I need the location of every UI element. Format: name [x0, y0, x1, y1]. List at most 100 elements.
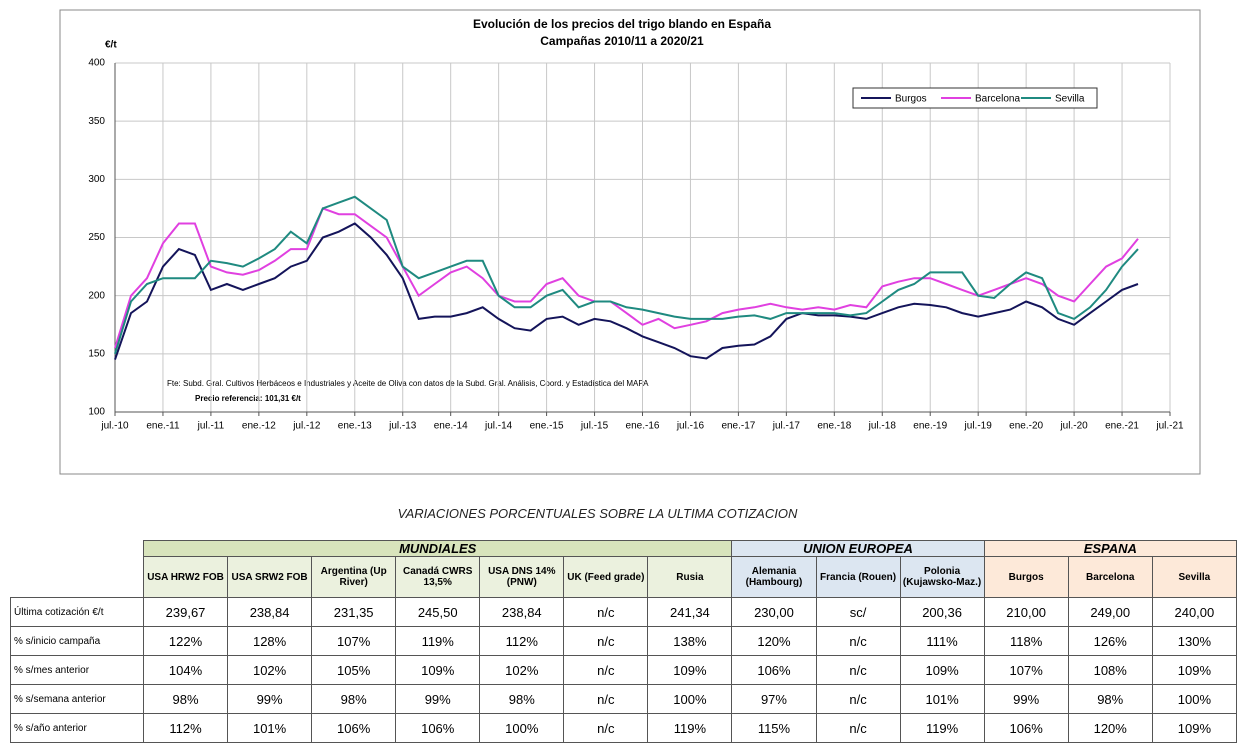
table-cell: 200,36: [899, 597, 985, 627]
table-cell: 231,35: [311, 597, 397, 627]
empty-cell: [11, 557, 144, 598]
table-cell: 109%: [899, 655, 985, 685]
table-cell: 210,00: [983, 597, 1069, 627]
y-tick-label: 100: [88, 407, 105, 418]
x-tick-label: jul.-13: [388, 421, 417, 432]
x-tick-label: ene.-11: [146, 421, 180, 432]
y-tick-label: 350: [88, 116, 105, 127]
x-tick-label: ene.-14: [434, 421, 468, 432]
table-cell: 102%: [227, 655, 313, 685]
table-cell: 101%: [899, 684, 985, 714]
table-cell: 107%: [311, 626, 397, 656]
row-label: % s/inicio campaña: [10, 626, 144, 656]
legend-label: Sevilla: [1055, 94, 1085, 105]
table-cell: 98%: [142, 684, 229, 714]
table-cell: 238,84: [227, 597, 313, 627]
price-table: MUNDIALES UNION EUROPEA ESPANA USA HRW2 FOB…: [10, 540, 1238, 743]
legend-box: [852, 87, 1098, 109]
y-tick-label: 250: [88, 232, 105, 243]
table-cell: 130%: [1151, 626, 1238, 656]
table-cell: 105%: [311, 655, 397, 685]
table-cell: 128%: [227, 626, 313, 656]
x-tick-label: jul.-10: [100, 421, 129, 432]
table-cell: 240,00: [1151, 597, 1238, 627]
table-cell: 107%: [983, 655, 1069, 685]
table-cell: 106%: [311, 713, 397, 743]
column-header: Argentina (Up River): [311, 556, 397, 598]
source-note: Fte: Subd. Gral. Cultivos Herbáceos e In…: [167, 379, 649, 388]
column-header: Francia (Rouen): [815, 556, 901, 598]
table-cell: 108%: [1067, 655, 1153, 685]
y-tick-label: 200: [88, 290, 105, 301]
column-header: USA DNS 14% (PNW): [479, 556, 565, 598]
table-caption: VARIACIONES PORCENTUALES SOBRE LA ULTIMA…: [397, 506, 798, 521]
table-cell: n/c: [563, 684, 649, 714]
table-cell: 98%: [1067, 684, 1153, 714]
table-cell: 138%: [647, 626, 733, 656]
x-tick-label: jul.-17: [772, 421, 801, 432]
table-cell: 100%: [479, 713, 565, 743]
x-tick-label: ene.-20: [1009, 421, 1043, 432]
table-row: % s/mes anterior 104% 102% 105% 109% 102% n/c 1…: [10, 655, 1238, 685]
y-tick-label: 150: [88, 348, 105, 359]
reference-price: Precio referencia: 101,31 €/t: [195, 394, 301, 403]
column-header: Barcelona: [1067, 556, 1153, 598]
table-cell: 119%: [899, 713, 985, 743]
table-cell: 100%: [1151, 684, 1238, 714]
x-tick-label: ene.-16: [626, 421, 660, 432]
y-axis-label: €/t: [105, 40, 117, 51]
chart-subtitle: Campañas 2010/11 a 2020/21: [540, 34, 704, 48]
x-tick-label: ene.-19: [913, 421, 947, 432]
x-tick-label: jul.-18: [868, 421, 897, 432]
y-tick-label: 400: [88, 58, 105, 69]
table-cell: 126%: [1067, 626, 1153, 656]
table-cell: 98%: [311, 684, 397, 714]
table-cell: 106%: [731, 655, 817, 685]
legend-label: Barcelona: [975, 94, 1020, 105]
table-row: % s/inicio campaña 122% 128% 107% 119% 112% n/…: [10, 626, 1238, 656]
table-row: % s/año anterior 112% 101% 106% 106% 100% n/c 1…: [10, 713, 1238, 743]
x-tick-label: ene.-15: [530, 421, 564, 432]
table-cell: 238,84: [479, 597, 565, 627]
table-cell: 118%: [983, 626, 1069, 656]
group-header: MUNDIALES: [142, 540, 733, 557]
series-line: [114, 195, 1139, 355]
table-cell: 120%: [1067, 713, 1153, 743]
table-cell: 230,00: [731, 597, 817, 627]
table-cell: 109%: [1151, 713, 1238, 743]
table-row: % s/semana anterior 98% 99% 98% 99% 98% n/c 100…: [10, 684, 1238, 714]
table-cell: 98%: [479, 684, 565, 714]
row-label: % s/mes anterior: [10, 655, 144, 685]
chart-frame: [59, 9, 1201, 475]
x-tick-label: ene.-21: [1105, 421, 1139, 432]
table-cell: 241,34: [647, 597, 733, 627]
table-cell: n/c: [563, 626, 649, 656]
x-tick-label: jul.-16: [676, 421, 705, 432]
table-cell: sc/: [815, 597, 901, 627]
column-header: Sevilla: [1151, 556, 1238, 598]
table-cell: 115%: [731, 713, 817, 743]
table-cell: 109%: [395, 655, 481, 685]
x-tick-label: jul.-12: [292, 421, 321, 432]
table-cell: 99%: [227, 684, 313, 714]
column-header: UK (Feed grade): [563, 556, 649, 598]
table-cell: n/c: [815, 655, 901, 685]
table-row: MUNDIALES UNION EUROPEA ESPANA: [11, 540, 1238, 557]
table-cell: 249,00: [1067, 597, 1153, 627]
table-cell: 122%: [142, 626, 229, 656]
table-cell: 112%: [142, 713, 229, 743]
x-tick-label: ene.-13: [338, 421, 372, 432]
table-cell: 109%: [647, 655, 733, 685]
x-tick-label: jul.-21: [1155, 421, 1184, 432]
table-cell: 239,67: [142, 597, 229, 627]
row-label: % s/año anterior: [10, 713, 144, 743]
row-label: Última cotización €/t: [10, 597, 144, 627]
column-header: Canadá CWRS 13,5%: [395, 556, 481, 598]
table-cell: 119%: [647, 713, 733, 743]
table-cell: n/c: [815, 713, 901, 743]
table-cell: n/c: [815, 626, 901, 656]
column-header: USA HRW2 FOB: [142, 556, 229, 598]
table-cell: n/c: [563, 655, 649, 685]
x-tick-label: ene.-18: [817, 421, 851, 432]
